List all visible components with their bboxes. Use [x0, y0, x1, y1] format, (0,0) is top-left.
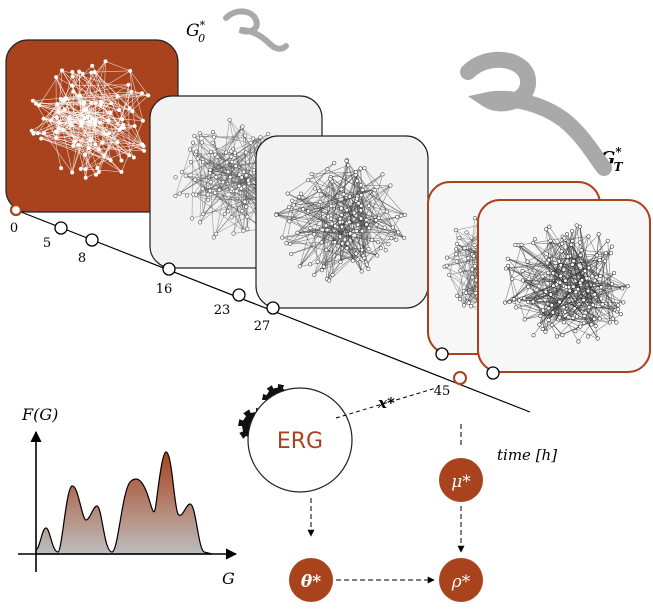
mu-star-label: μ* [451, 472, 471, 492]
density-y-label: F(G) [21, 405, 58, 424]
erg-label: ERG [277, 429, 323, 454]
erg-node [247, 387, 353, 493]
tick-label-0: 0 [10, 221, 18, 236]
tick-label-23: 23 [214, 303, 231, 318]
x-star-link [335, 387, 437, 419]
timeline-node-extra-a [435, 347, 449, 361]
timeline-node-16 [162, 262, 176, 276]
network-panel-t45-front [477, 199, 651, 373]
density-plot: F(G) G [18, 405, 238, 588]
g0-star-label: G* 0 [186, 19, 206, 45]
timeline-node-23 [232, 288, 246, 302]
time-axis-label: time [h] [497, 446, 557, 464]
network-panel-t0 [5, 39, 179, 213]
timeline-node-5 [54, 221, 68, 235]
density-fill [35, 451, 213, 555]
theta-star-label: θ* [301, 572, 321, 592]
mu-star-node [439, 458, 483, 502]
network-panel-t27 [255, 135, 429, 309]
rho-star-label: ρ* [451, 572, 471, 592]
density-x-label: G [222, 569, 235, 588]
timeline-node-extra-b [486, 366, 500, 380]
tick-label-16: 16 [156, 282, 173, 297]
rho-star-node [439, 558, 483, 602]
tick-label-27: 27 [254, 319, 271, 334]
tick-label-8: 8 [78, 251, 86, 266]
theta-star-node [289, 558, 333, 602]
timeline-node-0 [9, 203, 23, 217]
timeline-node-27 [266, 301, 280, 315]
worm-small-icon [223, 8, 289, 52]
x-star-label: x* [377, 394, 395, 412]
tick-label-5: 5 [43, 236, 51, 251]
timeline-node-8 [85, 233, 99, 247]
tick-label-45: 45 [434, 384, 451, 399]
worm-large-icon [460, 51, 612, 176]
timeline-node-45 [453, 371, 467, 385]
